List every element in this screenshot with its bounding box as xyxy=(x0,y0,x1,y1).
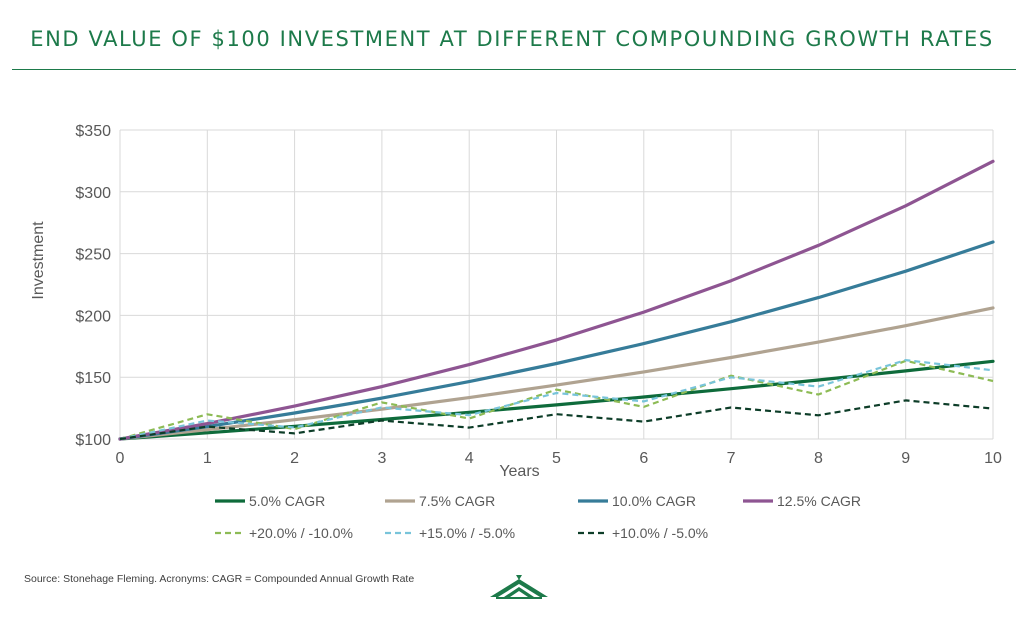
legend-label: +20.0% / -10.0% xyxy=(249,525,353,541)
series-line xyxy=(119,399,994,441)
legend-label: 12.5% CAGR xyxy=(777,493,861,509)
x-tick-label: 6 xyxy=(639,450,648,467)
series-line xyxy=(118,159,995,441)
series-lines xyxy=(118,159,995,441)
y-tick-label: $250 xyxy=(75,247,111,264)
axes: $100 $150 $200 $250 $300 $350 0 1 2 3 4 5 6 7 8 9 10 Year… xyxy=(30,123,1002,480)
stonehage-logo-icon xyxy=(490,575,548,599)
y-tick-label: $100 xyxy=(75,432,111,449)
series-line xyxy=(118,240,995,441)
x-tick-label: 10 xyxy=(984,450,1002,467)
y-axis-label: Investment xyxy=(30,221,47,300)
x-tick-label: 9 xyxy=(901,450,910,467)
x-tick-label: 7 xyxy=(727,450,736,467)
legend-label: +10.0% / -5.0% xyxy=(612,525,708,541)
x-tick-label: 4 xyxy=(465,450,474,467)
y-tick-label: $350 xyxy=(75,123,111,140)
x-tick-label: 5 xyxy=(552,450,561,467)
legend: 5.0% CAGR 7.5% CAGR 10.0% CAGR 12.5% CAGR +2… xyxy=(215,493,861,541)
source-note: Source: Stonehage Fleming. Acronyms: CAG… xyxy=(24,573,415,585)
x-tick-label: 0 xyxy=(116,450,125,467)
y-tick-label: $300 xyxy=(75,185,111,202)
chart-title: END VALUE OF $100 INVESTMENT AT DIFFEREN… xyxy=(30,27,994,51)
x-tick-label: 1 xyxy=(203,450,212,467)
x-tick-label: 2 xyxy=(290,450,299,467)
legend-label: 5.0% CAGR xyxy=(249,493,325,509)
y-tick-label: $200 xyxy=(75,308,111,325)
title-divider xyxy=(12,69,1016,70)
series-line xyxy=(118,306,995,441)
series-line xyxy=(119,359,994,441)
y-tick-label: $150 xyxy=(75,370,111,387)
x-tick-label: 8 xyxy=(814,450,823,467)
legend-label: 7.5% CAGR xyxy=(419,493,495,509)
legend-label: +15.0% / -5.0% xyxy=(419,525,515,541)
series-line xyxy=(119,359,994,441)
x-tick-label: 3 xyxy=(377,450,386,467)
legend-label: 10.0% CAGR xyxy=(612,493,696,509)
x-axis-label: Years xyxy=(499,463,539,480)
